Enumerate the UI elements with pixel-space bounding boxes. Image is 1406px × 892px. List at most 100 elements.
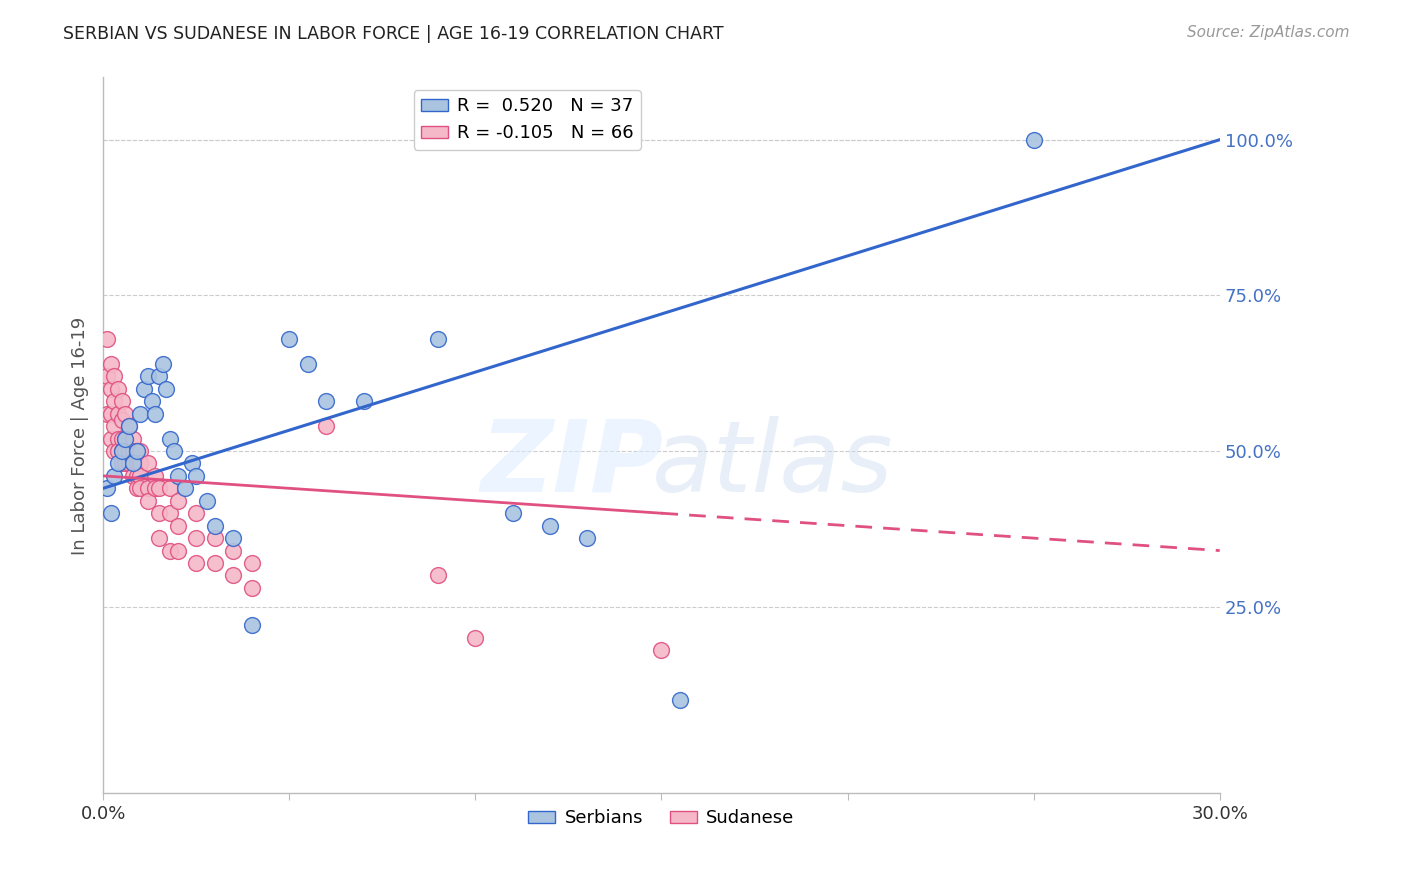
Point — [353, 394, 375, 409]
Point — [136, 481, 159, 495]
Point — [118, 444, 141, 458]
Point — [650, 643, 672, 657]
Point — [222, 543, 245, 558]
Point — [427, 568, 450, 582]
Point — [166, 493, 188, 508]
Point — [278, 332, 301, 346]
Point — [502, 506, 524, 520]
Point — [122, 457, 145, 471]
Point — [96, 369, 118, 384]
Point — [100, 407, 122, 421]
Point — [107, 432, 129, 446]
Point — [427, 332, 450, 346]
Point — [111, 413, 134, 427]
Point — [186, 468, 208, 483]
Point — [143, 468, 166, 483]
Point — [204, 518, 226, 533]
Point — [122, 432, 145, 446]
Point — [114, 432, 136, 446]
Point — [103, 444, 125, 458]
Text: SERBIAN VS SUDANESE IN LABOR FORCE | AGE 16-19 CORRELATION CHART: SERBIAN VS SUDANESE IN LABOR FORCE | AGE… — [63, 25, 724, 43]
Point — [129, 444, 152, 458]
Point — [575, 531, 598, 545]
Point — [122, 457, 145, 471]
Point — [315, 419, 337, 434]
Point — [152, 357, 174, 371]
Legend: Serbians, Sudanese: Serbians, Sudanese — [522, 802, 801, 834]
Point — [1022, 133, 1045, 147]
Point — [114, 444, 136, 458]
Point — [297, 357, 319, 371]
Point — [96, 481, 118, 495]
Point — [125, 481, 148, 495]
Point — [166, 543, 188, 558]
Point — [122, 444, 145, 458]
Point — [240, 556, 263, 570]
Point — [111, 444, 134, 458]
Point — [143, 407, 166, 421]
Point — [159, 432, 181, 446]
Point — [114, 407, 136, 421]
Point — [464, 631, 486, 645]
Point — [129, 407, 152, 421]
Point — [103, 394, 125, 409]
Point — [125, 444, 148, 458]
Point — [122, 468, 145, 483]
Point — [159, 506, 181, 520]
Point — [159, 481, 181, 495]
Point — [222, 531, 245, 545]
Point — [204, 531, 226, 545]
Point — [107, 444, 129, 458]
Point — [96, 332, 118, 346]
Point — [111, 432, 134, 446]
Point — [148, 369, 170, 384]
Point — [148, 481, 170, 495]
Point — [166, 468, 188, 483]
Point — [240, 618, 263, 632]
Point — [114, 432, 136, 446]
Point — [136, 493, 159, 508]
Point — [118, 457, 141, 471]
Point — [159, 543, 181, 558]
Point — [129, 457, 152, 471]
Point — [166, 518, 188, 533]
Point — [114, 457, 136, 471]
Point — [148, 506, 170, 520]
Point — [118, 419, 141, 434]
Text: ZIP: ZIP — [481, 416, 664, 513]
Point — [125, 457, 148, 471]
Point — [222, 568, 245, 582]
Point — [136, 457, 159, 471]
Point — [148, 531, 170, 545]
Point — [132, 382, 155, 396]
Point — [107, 382, 129, 396]
Point — [129, 468, 152, 483]
Point — [195, 493, 218, 508]
Point — [143, 481, 166, 495]
Point — [129, 481, 152, 495]
Point — [163, 444, 186, 458]
Point — [136, 369, 159, 384]
Point — [107, 457, 129, 471]
Point — [111, 394, 134, 409]
Text: Source: ZipAtlas.com: Source: ZipAtlas.com — [1187, 25, 1350, 40]
Point — [118, 419, 141, 434]
Point — [155, 382, 177, 396]
Point — [315, 394, 337, 409]
Point — [100, 357, 122, 371]
Point — [103, 369, 125, 384]
Point — [186, 506, 208, 520]
Point — [96, 407, 118, 421]
Y-axis label: In Labor Force | Age 16-19: In Labor Force | Age 16-19 — [72, 317, 89, 555]
Text: atlas: atlas — [652, 416, 894, 513]
Point — [103, 468, 125, 483]
Point — [107, 407, 129, 421]
Point — [100, 432, 122, 446]
Point — [141, 394, 163, 409]
Point — [100, 382, 122, 396]
Point — [538, 518, 561, 533]
Point — [100, 506, 122, 520]
Point — [111, 457, 134, 471]
Point — [181, 457, 204, 471]
Point — [204, 556, 226, 570]
